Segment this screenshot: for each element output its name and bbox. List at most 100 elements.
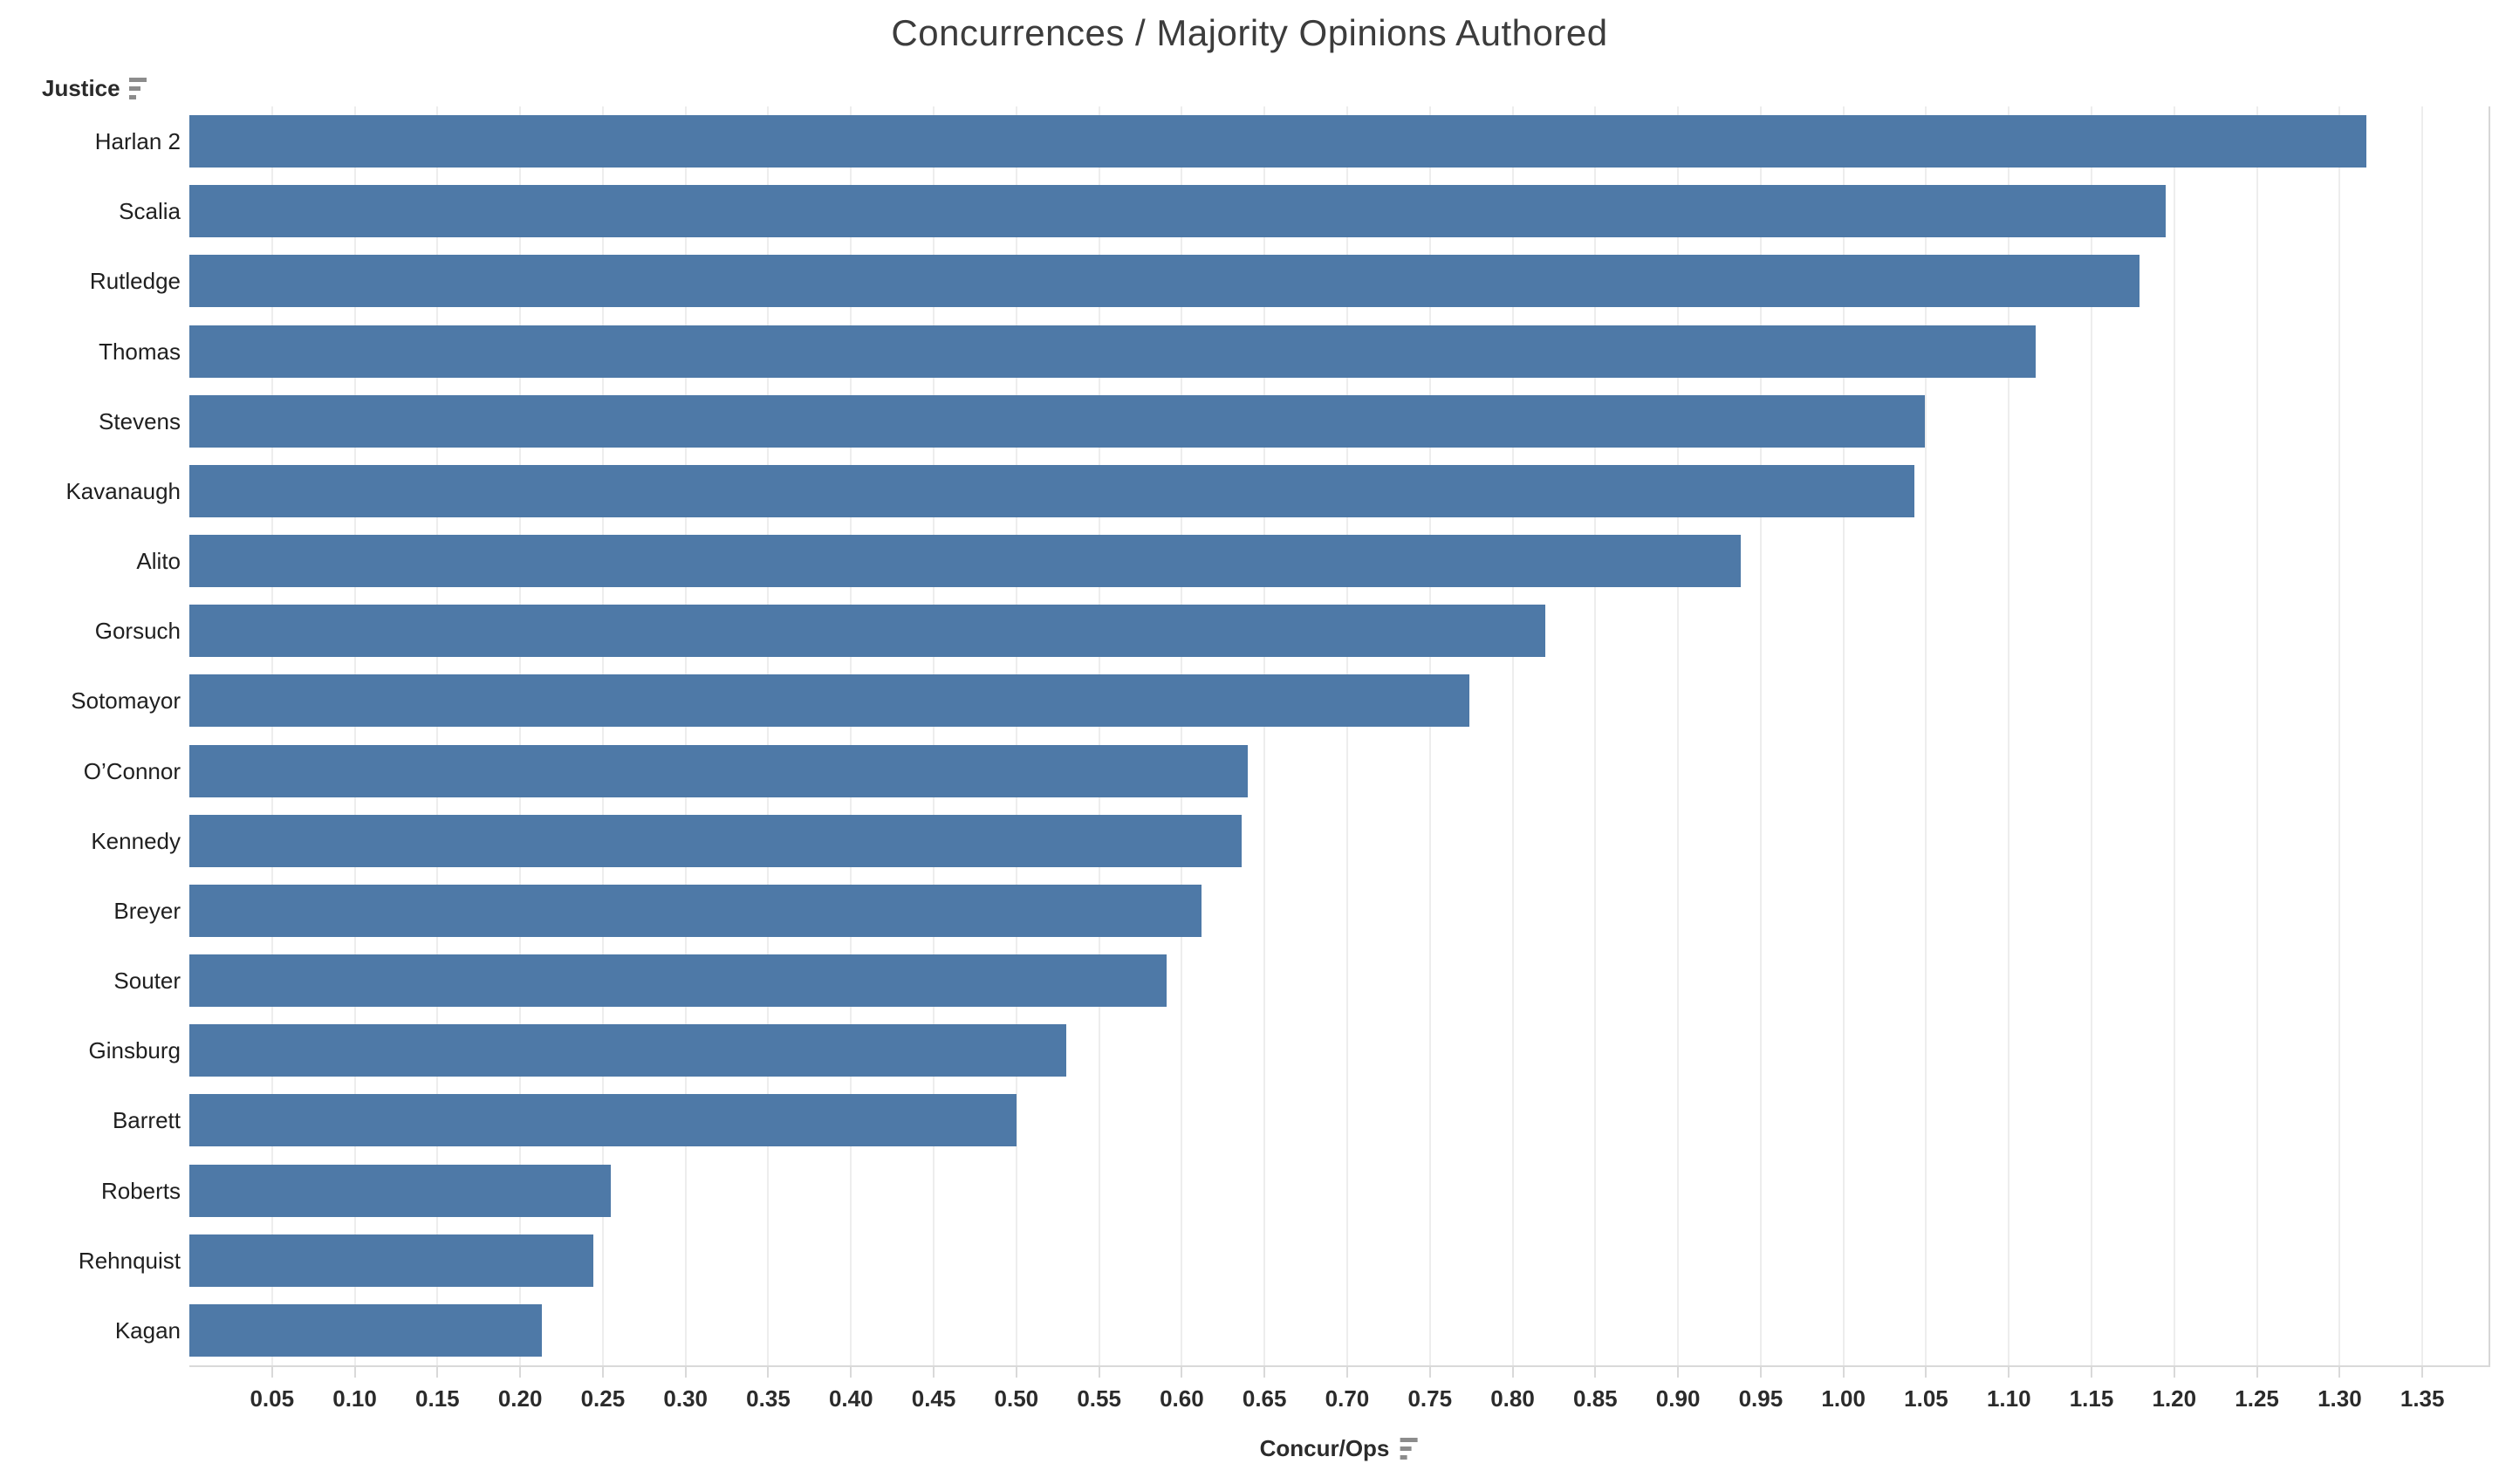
bar-kennedy[interactable] — [189, 814, 1242, 867]
x-tick-mark — [1181, 1367, 1183, 1378]
x-tick-mark — [850, 1367, 852, 1378]
x-tick-mark — [1511, 1367, 1514, 1378]
y-axis-label-sotomayor[interactable]: Sotomayor — [71, 687, 181, 715]
x-tick-mark — [270, 1367, 273, 1378]
x-tick-label: 0.20 — [497, 1385, 543, 1412]
x-tick-label: 0.70 — [1325, 1385, 1370, 1412]
y-axis-label-rutledge[interactable]: Rutledge — [89, 268, 181, 295]
x-tick-label: 0.60 — [1160, 1385, 1204, 1412]
y-axis-label-harlan-2[interactable]: Harlan 2 — [94, 128, 181, 155]
x-tick-mark — [1428, 1367, 1431, 1378]
x-tick-label: 0.95 — [1738, 1385, 1784, 1412]
y-axis-label-kennedy[interactable]: Kennedy — [91, 827, 181, 854]
x-tick-mark — [2338, 1367, 2341, 1378]
bar-breyer[interactable] — [189, 884, 1202, 937]
bar-barrett[interactable] — [189, 1094, 1017, 1147]
y-axis-label-barrett[interactable]: Barrett — [112, 1107, 181, 1134]
x-gridline — [1015, 106, 1017, 1365]
bar-gorsuch[interactable] — [189, 605, 1546, 658]
x-tick-mark — [1263, 1367, 1266, 1378]
y-axis-label-o-connor[interactable]: O’Connor — [83, 757, 181, 784]
chart-title: Concurrences / Majority Opinions Authore… — [891, 12, 1608, 53]
x-tick-mark — [1594, 1367, 1597, 1378]
x-tick-label: 0.50 — [994, 1385, 1039, 1412]
x-gridline — [353, 106, 356, 1365]
y-axis-label-souter[interactable]: Souter — [113, 968, 181, 995]
x-gridline — [2091, 106, 2093, 1365]
x-gridline — [601, 106, 604, 1365]
x-tick-label: 0.75 — [1407, 1385, 1453, 1412]
bar-rehnquist[interactable] — [189, 1234, 593, 1287]
bar-thomas[interactable] — [189, 325, 2036, 378]
x-tick-label: 0.45 — [911, 1385, 956, 1412]
bar-harlan-2[interactable] — [189, 115, 2366, 168]
x-gridline — [2256, 106, 2258, 1365]
y-axis-label-roberts[interactable]: Roberts — [100, 1177, 181, 1204]
x-tick-label: 0.10 — [332, 1385, 377, 1412]
x-tick-label: 0.55 — [1077, 1385, 1121, 1412]
x-gridline — [1842, 106, 1845, 1365]
x-gridline — [1345, 106, 1348, 1365]
x-gridline — [519, 106, 522, 1365]
y-axis-field-label: Justice — [42, 75, 120, 101]
x-tick-mark — [1925, 1367, 1927, 1378]
x-tick-mark — [1759, 1367, 1762, 1378]
x-tick-label: 1.20 — [2152, 1385, 2197, 1412]
x-gridline — [270, 106, 273, 1365]
x-gridline — [1181, 106, 1183, 1365]
x-tick-mark — [2173, 1367, 2175, 1378]
y-axis-label-rehnquist[interactable]: Rehnquist — [78, 1247, 181, 1274]
x-axis-line — [189, 1365, 2490, 1367]
y-axis-label-ginsburg[interactable]: Ginsburg — [88, 1037, 181, 1064]
bar-kavanaugh[interactable] — [189, 464, 1915, 517]
x-tick-label: 0.85 — [1573, 1385, 1618, 1412]
y-axis-label-stevens[interactable]: Stevens — [99, 407, 181, 434]
x-gridline — [2421, 106, 2424, 1365]
x-tick-label: 1.05 — [1904, 1385, 1948, 1412]
bar-roberts[interactable] — [189, 1164, 612, 1217]
bar-stevens[interactable] — [189, 394, 1925, 448]
x-gridline — [1098, 106, 1100, 1365]
x-gridline — [1925, 106, 1927, 1365]
x-tick-label: 1.25 — [2235, 1385, 2279, 1412]
x-gridline — [1677, 106, 1680, 1365]
x-gridline — [1594, 106, 1597, 1365]
y-axis-label-alito[interactable]: Alito — [136, 548, 181, 575]
sort-descending-icon[interactable] — [128, 78, 147, 99]
x-tick-mark — [1015, 1367, 1017, 1378]
bar-kagan[interactable] — [189, 1303, 542, 1357]
x-tick-label: 0.05 — [250, 1385, 295, 1412]
x-gridline — [850, 106, 852, 1365]
x-tick-label: 0.25 — [580, 1385, 626, 1412]
x-axis-title: Concur/Ops — [1260, 1435, 1418, 1462]
x-tick-label: 0.35 — [746, 1385, 791, 1412]
plot-area — [189, 106, 2490, 1365]
y-axis-label-scalia[interactable]: Scalia — [119, 198, 181, 225]
x-tick-mark — [933, 1367, 935, 1378]
y-axis-label-gorsuch[interactable]: Gorsuch — [94, 618, 181, 645]
bar-ginsburg[interactable] — [189, 1024, 1066, 1077]
x-tick-label: 0.15 — [415, 1385, 460, 1412]
y-axis-label-kavanaugh[interactable]: Kavanaugh — [65, 477, 181, 504]
x-tick-mark — [436, 1367, 439, 1378]
x-tick-mark — [2091, 1367, 2093, 1378]
y-axis-label-kagan[interactable]: Kagan — [114, 1316, 181, 1344]
bar-o-connor[interactable] — [189, 744, 1249, 797]
bar-souter[interactable] — [189, 954, 1167, 1008]
sort-descending-icon[interactable] — [1400, 1438, 1418, 1460]
x-gridline — [684, 106, 687, 1365]
bar-rutledge[interactable] — [189, 255, 2140, 308]
bar-scalia[interactable] — [189, 185, 2167, 238]
y-axis-header: Justice — [42, 75, 147, 102]
x-tick-label: 1.30 — [2318, 1385, 2362, 1412]
x-tick-label: 0.80 — [1490, 1385, 1535, 1412]
x-gridline — [1511, 106, 1514, 1365]
x-gridline — [933, 106, 935, 1365]
y-axis-label-breyer[interactable]: Breyer — [113, 897, 181, 924]
x-tick-label: 1.15 — [2069, 1385, 2114, 1412]
bar-alito[interactable] — [189, 535, 1742, 588]
bar-sotomayor[interactable] — [189, 674, 1470, 728]
x-gridline — [767, 106, 770, 1365]
x-gridline — [1263, 106, 1266, 1365]
y-axis-label-thomas[interactable]: Thomas — [99, 338, 181, 365]
